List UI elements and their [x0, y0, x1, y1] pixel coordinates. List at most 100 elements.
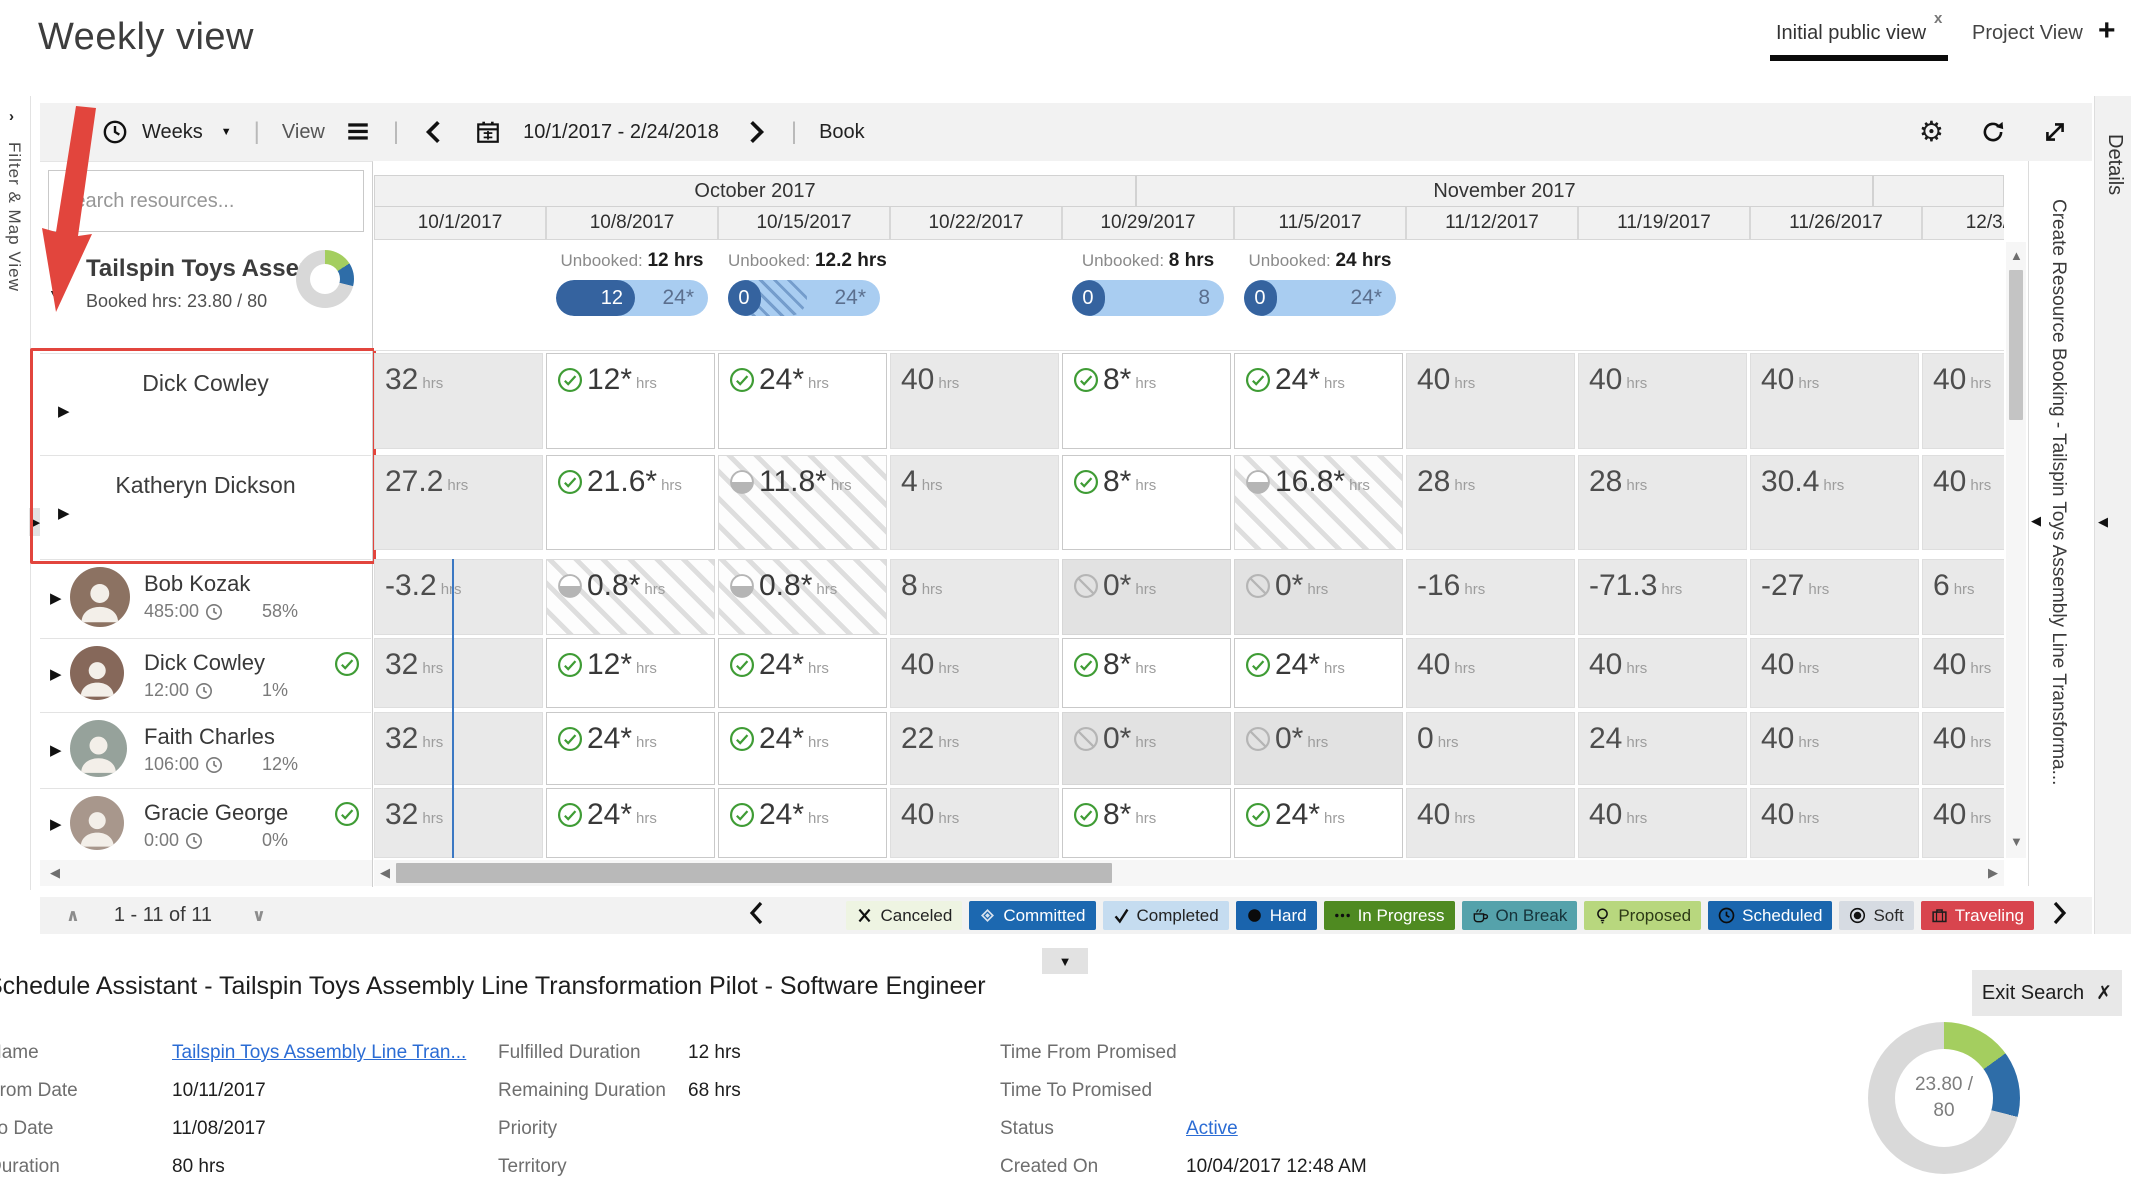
legend-badge-canceled[interactable]: Canceled [846, 901, 963, 930]
panel-collapse-handle[interactable]: ▼ [1042, 948, 1088, 974]
legend-badge-in-progress[interactable]: In Progress [1323, 901, 1455, 930]
capacity-pill[interactable]: 0 24* [1244, 280, 1396, 316]
next-range-chevron-icon[interactable] [743, 119, 769, 145]
expand-caret-icon[interactable]: ▶ [50, 590, 62, 607]
collapse-left-icon[interactable]: ◀ [2031, 513, 2041, 528]
availability-cell[interactable]: 32 hrs [374, 712, 543, 785]
availability-cell[interactable]: 8* hrs [1062, 638, 1231, 708]
availability-cell[interactable]: 22 hrs [890, 712, 1059, 785]
grid-vertical-scrollbar[interactable]: ▲ ▼ [2006, 242, 2026, 858]
expand-caret-icon[interactable]: ▶ [50, 666, 62, 683]
scroll-down-icon[interactable]: ▼ [2010, 834, 2023, 849]
legend-prev-icon[interactable] [748, 901, 764, 930]
availability-cell[interactable]: 4 hrs [890, 455, 1059, 550]
availability-cell[interactable]: 40 hrs [1922, 455, 2004, 550]
resource-row[interactable]: ▶ Dick Cowley 12:00 1% [40, 638, 371, 708]
availability-cell[interactable]: 40 hrs [1406, 353, 1575, 449]
availability-cell[interactable]: 40 hrs [1406, 638, 1575, 708]
availability-cell[interactable]: 16.8* hrs [1234, 455, 1403, 550]
resource-name[interactable]: Bob Kozak [144, 571, 251, 596]
resource-child-row[interactable]: Katheryn Dickson ▶ [40, 455, 371, 550]
field-value-name[interactable]: Tailspin Toys Assembly Line Tran... [172, 1042, 467, 1063]
left-filter-rail[interactable]: › Filter & Map View [0, 96, 31, 890]
book-button[interactable]: Book [819, 120, 865, 143]
availability-cell[interactable]: 0* hrs [1234, 712, 1403, 785]
calendar-icon[interactable] [475, 119, 501, 145]
expand-caret-icon[interactable]: ▶ [50, 741, 62, 759]
resource-row[interactable]: ▶ Faith Charles 106:00 12% [40, 712, 371, 785]
availability-cell[interactable]: 40 hrs [890, 788, 1059, 858]
week-column-header[interactable]: 10/15/2017 [718, 207, 890, 240]
availability-cell[interactable]: 40 hrs [1922, 353, 2004, 449]
date-range-label[interactable]: 10/1/2017 - 2/24/2018 [523, 120, 719, 143]
availability-cell[interactable]: 8* hrs [1062, 455, 1231, 550]
availability-cell[interactable]: 12* hrs [546, 353, 715, 449]
resource-panel-scrollbar[interactable]: ◀ [40, 860, 372, 886]
availability-cell[interactable]: 24* hrs [718, 638, 887, 708]
legend-badge-hard[interactable]: Hard [1235, 901, 1317, 930]
scroll-right-icon[interactable]: ▶ [1988, 865, 1998, 880]
availability-cell[interactable]: 0.8* hrs [718, 559, 887, 635]
availability-cell[interactable]: 28 hrs [1406, 455, 1575, 550]
capacity-pill[interactable]: 12 24* [556, 280, 708, 316]
prev-range-chevron-icon[interactable] [421, 119, 447, 145]
week-column-header[interactable]: 11/19/2017 [1578, 207, 1750, 240]
fullscreen-expand-icon[interactable] [2042, 119, 2068, 145]
availability-cell[interactable]: 40 hrs [1922, 712, 2004, 785]
legend-badge-completed[interactable]: Completed [1102, 901, 1229, 930]
expand-filter-icon[interactable]: › [9, 108, 14, 125]
availability-cell[interactable]: 0.8* hrs [546, 559, 715, 635]
page-up-icon[interactable]: ∧ [66, 905, 80, 925]
exit-search-button[interactable]: Exit Search ✗ [1972, 970, 2122, 1016]
availability-cell[interactable]: 0* hrs [1062, 559, 1231, 635]
availability-cell[interactable]: 8* hrs [1062, 353, 1231, 449]
availability-cell[interactable]: 11.8* hrs [718, 455, 887, 550]
tab-project-view[interactable]: Project View [1972, 22, 2083, 44]
availability-cell[interactable]: 40 hrs [1750, 353, 1919, 449]
availability-cell[interactable]: 40 hrs [1750, 788, 1919, 858]
scrollbar-thumb[interactable] [2009, 270, 2023, 420]
availability-cell[interactable]: 24* hrs [718, 353, 887, 449]
resource-name[interactable]: Faith Charles [144, 724, 275, 749]
availability-cell[interactable]: 8 hrs [890, 559, 1059, 635]
expand-caret-icon[interactable]: ▶ [58, 403, 70, 420]
mode-select[interactable]: Weeks [142, 120, 203, 143]
availability-cell[interactable]: 40 hrs [890, 353, 1059, 449]
availability-cell[interactable]: 24* hrs [718, 788, 887, 858]
resource-search-box[interactable] [48, 170, 364, 232]
availability-cell[interactable]: 21.6* hrs [546, 455, 715, 550]
resource-row[interactable]: ▶ Bob Kozak 485:00 58% [40, 559, 371, 635]
availability-cell[interactable]: 0 hrs [1406, 712, 1575, 785]
availability-cell[interactable]: -16 hrs [1406, 559, 1575, 635]
resource-child-row[interactable]: Dick Cowley ▶ [40, 353, 371, 449]
availability-cell[interactable]: 24* hrs [718, 712, 887, 785]
availability-cell[interactable]: 40 hrs [1578, 353, 1747, 449]
scroll-left-icon[interactable]: ◀ [50, 865, 60, 880]
availability-cell[interactable]: 40 hrs [1750, 638, 1919, 708]
add-tab-button[interactable]: + [2098, 14, 2116, 47]
availability-cell[interactable]: 24* hrs [1234, 788, 1403, 858]
availability-cell[interactable]: 40 hrs [890, 638, 1059, 708]
availability-cell[interactable]: 0* hrs [1234, 559, 1403, 635]
availability-cell[interactable]: 27.2 hrs [374, 455, 543, 550]
availability-cell[interactable]: 24* hrs [1234, 638, 1403, 708]
availability-cell[interactable]: 24* hrs [546, 712, 715, 785]
tab-close-icon[interactable]: x [1934, 10, 1943, 27]
availability-cell[interactable]: 32 hrs [374, 353, 543, 449]
availability-cell[interactable]: -27 hrs [1750, 559, 1919, 635]
scroll-up-icon[interactable]: ▲ [2010, 248, 2023, 263]
week-column-header[interactable]: 10/22/2017 [890, 207, 1062, 240]
week-column-header[interactable]: 11/26/2017 [1750, 207, 1922, 240]
resource-name[interactable]: Gracie George [144, 800, 289, 825]
availability-cell[interactable]: 28 hrs [1578, 455, 1747, 550]
field-value-status[interactable]: Active [1186, 1118, 1238, 1139]
availability-cell[interactable]: 40 hrs [1922, 788, 2004, 858]
availability-cell[interactable]: 40 hrs [1578, 638, 1747, 708]
details-rail[interactable]: Details ◀ [2094, 96, 2131, 934]
availability-cell[interactable]: 40 hrs [1922, 638, 2004, 708]
availability-cell[interactable]: 32 hrs [374, 638, 543, 708]
availability-cell[interactable]: 40 hrs [1578, 788, 1747, 858]
unbooked-capsule[interactable]: Unbooked: 8 hrs 0 8 [1072, 250, 1224, 316]
collapse-left-icon[interactable]: ◀ [2098, 514, 2108, 529]
